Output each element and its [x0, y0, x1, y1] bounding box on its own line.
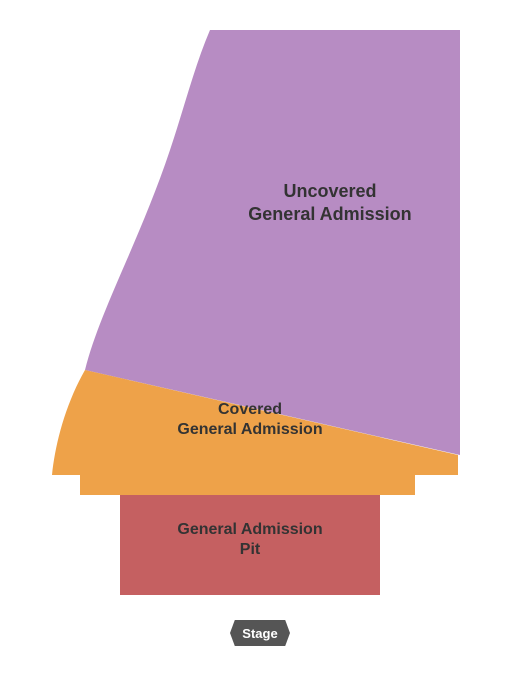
- stage-label: Stage: [242, 626, 277, 641]
- ga-pit-section[interactable]: [120, 495, 380, 595]
- seating-chart: Uncovered General Admission Covered Gene…: [0, 0, 525, 674]
- stage-marker: Stage: [230, 620, 290, 646]
- seating-shapes-svg: [0, 0, 525, 674]
